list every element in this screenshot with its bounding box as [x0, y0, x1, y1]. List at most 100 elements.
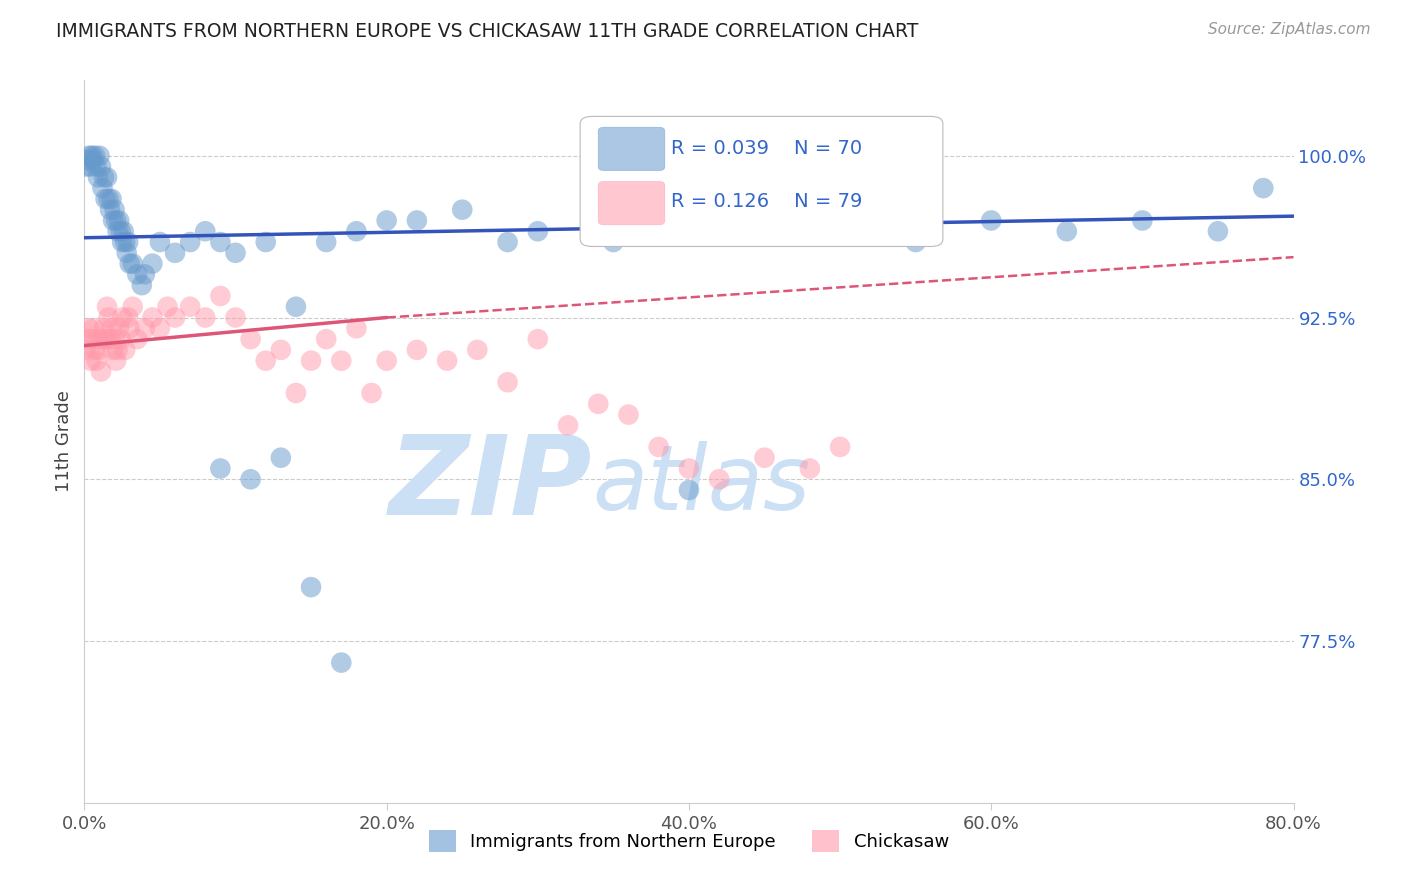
Point	[75, 160, 97, 174]
Point	[254, 235, 277, 249]
Point	[84, 149, 107, 163]
Point	[330, 353, 353, 368]
Point	[179, 300, 201, 314]
Point	[105, 213, 128, 227]
Point	[285, 386, 308, 401]
Point	[588, 397, 610, 411]
Point	[239, 472, 262, 486]
FancyBboxPatch shape	[599, 181, 665, 225]
Point	[830, 224, 852, 238]
Point	[100, 321, 122, 335]
Point	[165, 245, 187, 260]
Point	[1253, 181, 1275, 195]
Point	[754, 213, 776, 227]
Point	[346, 321, 368, 335]
Point	[94, 192, 117, 206]
Point	[254, 353, 277, 368]
Point	[299, 580, 322, 594]
Point	[557, 418, 579, 433]
Point	[209, 461, 232, 475]
Point	[79, 353, 101, 368]
Point	[1132, 213, 1154, 227]
Point	[127, 332, 149, 346]
Point	[114, 343, 136, 357]
Point	[86, 353, 108, 368]
Text: IMMIGRANTS FROM NORTHERN EUROPE VS CHICKASAW 11TH GRADE CORRELATION CHART: IMMIGRANTS FROM NORTHERN EUROPE VS CHICK…	[56, 22, 918, 41]
Point	[194, 224, 217, 238]
Point	[209, 235, 232, 249]
Point	[110, 224, 132, 238]
Point	[149, 235, 172, 249]
Point	[270, 450, 292, 465]
Point	[77, 149, 100, 163]
Point	[107, 224, 129, 238]
Point	[127, 268, 149, 282]
Point	[239, 332, 262, 346]
Point	[209, 289, 232, 303]
Point	[93, 170, 115, 185]
Point	[830, 440, 852, 454]
Point	[179, 235, 201, 249]
Point	[121, 257, 143, 271]
Point	[406, 343, 429, 357]
Point	[121, 300, 143, 314]
Point	[118, 321, 141, 335]
Text: R = 0.126    N = 79: R = 0.126 N = 79	[671, 192, 862, 211]
Point	[93, 321, 115, 335]
Point	[360, 386, 382, 401]
Point	[709, 472, 731, 486]
Point	[225, 245, 247, 260]
Point	[527, 332, 550, 346]
Point	[90, 364, 112, 378]
Point	[527, 224, 550, 238]
Point	[156, 300, 179, 314]
Point	[436, 353, 458, 368]
Point	[91, 181, 114, 195]
Point	[118, 257, 141, 271]
Point	[108, 321, 131, 335]
Point	[194, 310, 217, 325]
Point	[114, 235, 136, 249]
Point	[75, 343, 97, 357]
Legend: Immigrants from Northern Europe, Chickasaw: Immigrants from Northern Europe, Chickas…	[422, 822, 956, 859]
Point	[134, 321, 156, 335]
Text: ZIP: ZIP	[388, 432, 592, 539]
Point	[496, 376, 519, 390]
Text: atlas: atlas	[592, 441, 810, 529]
Point	[96, 300, 118, 314]
Point	[79, 160, 101, 174]
Point	[111, 235, 134, 249]
Point	[648, 440, 671, 454]
Point	[82, 321, 104, 335]
Point	[754, 450, 776, 465]
Point	[80, 149, 103, 163]
FancyBboxPatch shape	[581, 117, 943, 246]
Point	[496, 235, 519, 249]
Point	[97, 192, 120, 206]
Point	[678, 461, 700, 475]
Point	[105, 353, 128, 368]
Point	[678, 483, 700, 497]
Point	[108, 213, 131, 227]
Point	[111, 310, 134, 325]
Point	[165, 310, 187, 325]
Point	[96, 170, 118, 185]
Point	[115, 245, 138, 260]
Point	[94, 332, 117, 346]
Point	[110, 332, 132, 346]
Point	[315, 235, 337, 249]
Point	[346, 224, 368, 238]
Point	[299, 353, 322, 368]
Point	[77, 321, 100, 335]
Point	[330, 656, 353, 670]
Point	[467, 343, 489, 357]
Point	[98, 202, 121, 217]
Point	[82, 153, 104, 167]
Point	[107, 343, 129, 357]
FancyBboxPatch shape	[599, 128, 665, 170]
Point	[1206, 224, 1229, 238]
Point	[86, 160, 108, 174]
Point	[101, 343, 124, 357]
Point	[134, 268, 156, 282]
Point	[90, 160, 112, 174]
